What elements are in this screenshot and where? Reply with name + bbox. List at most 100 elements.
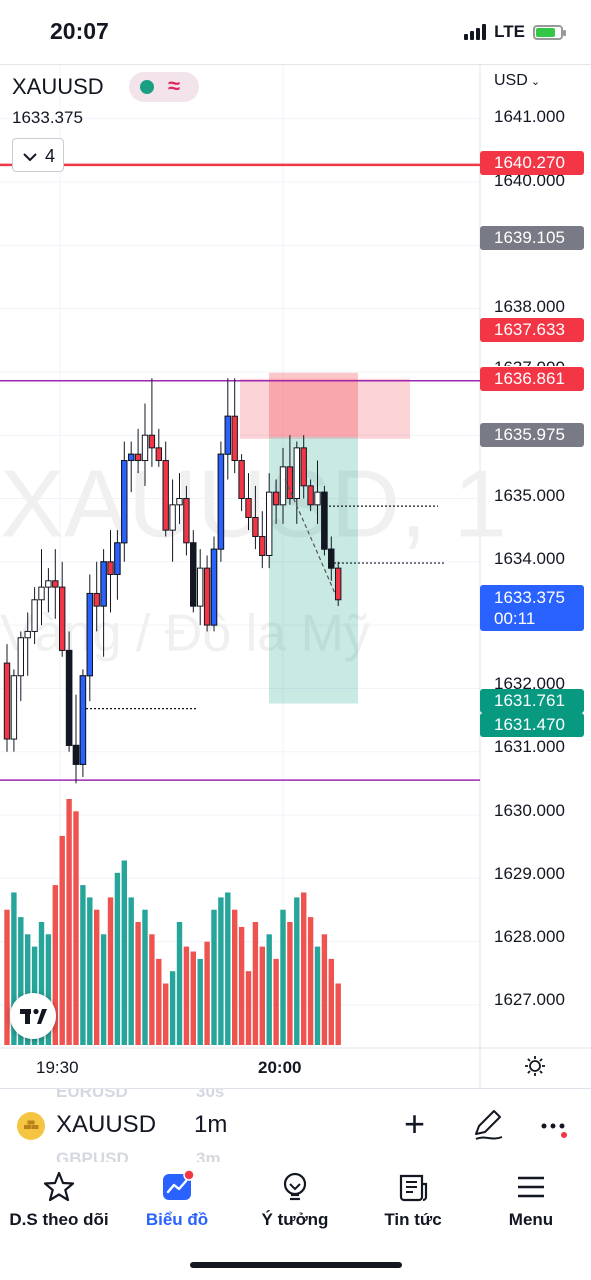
candle-body bbox=[141, 434, 149, 462]
nav-item-menu[interactable]: Menu bbox=[472, 1170, 590, 1230]
volume-bar bbox=[73, 811, 79, 1045]
candle-body bbox=[148, 434, 156, 449]
volume-bar bbox=[163, 983, 169, 1045]
chart-icon bbox=[163, 1170, 194, 1200]
nav-item-news[interactable]: Tin tức bbox=[354, 1170, 472, 1230]
volume-bar bbox=[287, 922, 293, 1045]
volume-bar bbox=[301, 892, 307, 1045]
ghost-interval: 3m bbox=[196, 1149, 221, 1163]
candle-body bbox=[169, 504, 176, 531]
volume-bar bbox=[52, 885, 58, 1045]
candle-body bbox=[79, 675, 87, 765]
candle-body bbox=[300, 447, 307, 487]
candle-body bbox=[3, 662, 11, 740]
price-tag-high[interactable]: 1639.105 bbox=[480, 226, 584, 250]
volume-bar bbox=[100, 934, 107, 1045]
chart-settings-button[interactable] bbox=[524, 1055, 546, 1082]
nav-label: Menu bbox=[508, 1210, 554, 1229]
more-dots-icon bbox=[541, 1123, 567, 1138]
nav-label: Biểu đồ bbox=[145, 1210, 209, 1229]
chart-symbol-title[interactable]: XAUUSD bbox=[12, 74, 104, 99]
chevron-down-icon bbox=[23, 139, 37, 173]
ghost-symbol: GBPUSD bbox=[56, 1149, 129, 1163]
nav-item-watchlist[interactable]: D.S theo dõi bbox=[0, 1170, 118, 1230]
volume-bar bbox=[128, 897, 134, 1045]
volume-bar bbox=[4, 909, 10, 1045]
volume-bar bbox=[18, 917, 24, 1045]
current-price-tag[interactable]: 1633.375 00:11 bbox=[480, 585, 584, 631]
price-tag-entry[interactable]: 1635.975 bbox=[480, 423, 584, 447]
candle-body bbox=[217, 453, 225, 550]
candle-body bbox=[183, 498, 190, 544]
candle-body bbox=[321, 491, 328, 550]
price-tag-alert-line[interactable]: 1640.270 bbox=[480, 151, 584, 175]
price-axis-label: 1628.000 bbox=[494, 927, 565, 946]
candle-body bbox=[197, 567, 204, 607]
price-axis-label: 1629.000 bbox=[494, 864, 565, 883]
indicators-collapse-button[interactable]: 4 bbox=[12, 138, 64, 172]
volume-bar bbox=[294, 897, 300, 1045]
candle-body bbox=[272, 491, 280, 506]
price-axis-label: 1631.000 bbox=[494, 737, 565, 756]
drawing-tools-button[interactable] bbox=[470, 1106, 506, 1147]
volume-bar bbox=[94, 909, 100, 1045]
projection-path bbox=[284, 479, 336, 594]
price-axis-label: 1634.000 bbox=[494, 549, 565, 568]
candle-body bbox=[190, 542, 197, 607]
watermark-symbol: XAUUSD, 1 bbox=[0, 450, 507, 557]
volume-bar bbox=[225, 892, 231, 1045]
volume-bar bbox=[114, 872, 121, 1045]
add-button[interactable]: + bbox=[404, 1103, 426, 1144]
candle-body bbox=[224, 415, 232, 455]
menu-icon bbox=[518, 1176, 544, 1198]
candle-body bbox=[107, 561, 114, 575]
volume-bar bbox=[66, 799, 72, 1045]
volume-bar bbox=[169, 971, 176, 1045]
candle-body bbox=[279, 466, 287, 506]
pen-icon bbox=[475, 1110, 503, 1140]
price-tag-target-zone[interactable]: 1631.761 bbox=[480, 689, 584, 713]
nav-item-ideas[interactable]: Ý tưởng bbox=[236, 1170, 354, 1230]
star-icon bbox=[43, 1171, 75, 1202]
volume-bar bbox=[232, 909, 238, 1045]
candle-body bbox=[176, 498, 183, 506]
network-label: LTE bbox=[494, 22, 525, 41]
candle-body bbox=[252, 516, 259, 537]
nav-item-chart[interactable]: Biểu đồ bbox=[118, 1170, 236, 1230]
candle-body bbox=[100, 561, 107, 607]
chart-area[interactable]: XAUUSD, 1 Vàng / Đô la Mỹ bbox=[0, 64, 591, 1089]
volume-bar bbox=[204, 941, 210, 1045]
position-stop-zone bbox=[269, 372, 358, 437]
toolbar-interval-select[interactable]: 1m bbox=[194, 1111, 228, 1138]
gold-bars-icon bbox=[17, 1112, 45, 1140]
volume-bar bbox=[321, 934, 328, 1045]
volume-bar bbox=[45, 934, 52, 1045]
candle-body bbox=[59, 586, 66, 651]
more-options-button[interactable] bbox=[540, 1116, 570, 1145]
toolbar-symbol-select[interactable]: XAUUSD bbox=[56, 1111, 157, 1138]
candle-body bbox=[24, 630, 31, 639]
volume-bar bbox=[11, 892, 17, 1045]
candle-body bbox=[245, 498, 252, 518]
currency-select[interactable]: USD ⌄ bbox=[494, 72, 540, 90]
status-time: 20:07 bbox=[50, 18, 109, 44]
volume-bar bbox=[314, 946, 321, 1045]
price-tag-take-profit[interactable]: 1631.470 bbox=[480, 713, 584, 737]
battery-charging-icon bbox=[533, 24, 566, 40]
price-tag-stop-loss[interactable]: 1636.861 bbox=[480, 367, 584, 391]
volume-bar bbox=[266, 934, 272, 1045]
candle-body bbox=[134, 453, 142, 462]
candle-body bbox=[266, 491, 273, 556]
candle-body bbox=[307, 485, 314, 506]
volume-bar bbox=[197, 958, 203, 1045]
tradingview-logo[interactable] bbox=[10, 993, 56, 1039]
volume-bar bbox=[87, 897, 93, 1045]
volume-bar bbox=[328, 958, 334, 1045]
price-tag-stop-zone[interactable]: 1637.633 bbox=[480, 318, 584, 342]
volume-bar bbox=[107, 897, 114, 1045]
candle-body bbox=[86, 592, 93, 677]
candle-body bbox=[314, 491, 321, 506]
stop-highlight-zone bbox=[240, 378, 410, 439]
volume-bar bbox=[183, 946, 190, 1045]
